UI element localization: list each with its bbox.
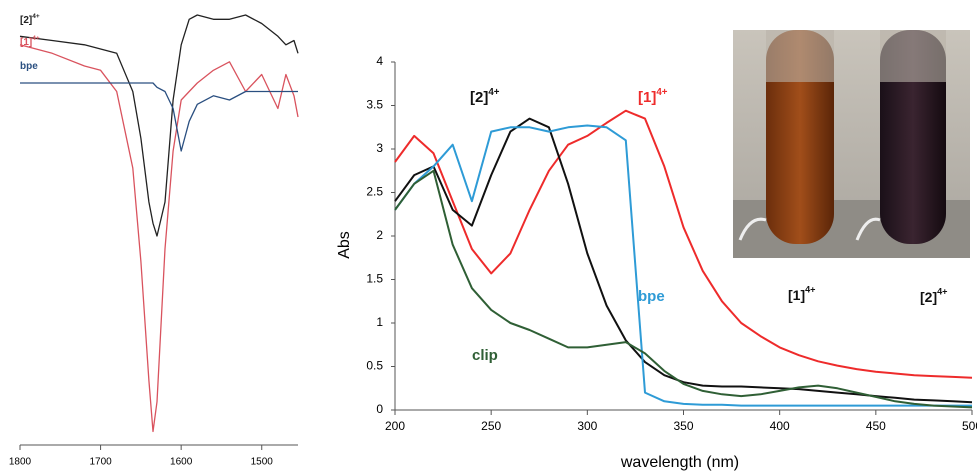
series-line <box>394 169 973 409</box>
series-label-text: bpe <box>20 61 38 72</box>
x-tick-label: 400 <box>770 419 790 433</box>
x-tick-label: 200 <box>385 419 405 433</box>
series-label-text: bpe <box>638 288 665 305</box>
y-tick-label: 3 <box>376 141 383 155</box>
y-tick-label: 2.5 <box>366 185 383 199</box>
series-label-text: [1] <box>20 37 32 48</box>
x-tick-label: 450 <box>866 419 886 433</box>
y-tick-label: 4 <box>376 54 383 68</box>
series-line <box>19 44 299 433</box>
x-tick-label: 500 <box>962 419 977 433</box>
series-label: [2]4+ <box>470 87 500 106</box>
series-label-sup: 4+ <box>656 87 667 98</box>
photo-label: [2]4+ <box>920 287 948 305</box>
x-tick-label: 1600 <box>170 457 193 468</box>
series-label: bpe <box>638 288 665 305</box>
series-label: bpe <box>20 61 38 72</box>
series-line <box>394 109 973 379</box>
photo-label-sup: 4+ <box>805 285 815 295</box>
series-label: [2]4+ <box>20 13 40 26</box>
y-tick-label: 1 <box>376 315 383 329</box>
y-tick-label: 3.5 <box>366 98 383 112</box>
x-tick-label: 1700 <box>89 457 112 468</box>
y-tick-label: 1.5 <box>366 272 383 286</box>
x-tick-label: 300 <box>577 419 597 433</box>
y-tick-label: 0 <box>376 402 383 416</box>
series-line <box>19 14 299 237</box>
series-label-sup: 4+ <box>488 87 499 98</box>
series-label-sup: 4+ <box>32 13 40 20</box>
series-label: clip <box>472 347 498 364</box>
series-label: [1]4+ <box>638 87 668 106</box>
series-label-text: clip <box>472 347 498 364</box>
y-axis-label: Abs <box>336 231 353 259</box>
series-line <box>394 124 972 407</box>
x-tick-label: 1500 <box>251 457 274 468</box>
photo-label: [1]4+ <box>788 285 816 303</box>
photo-label-text: [1] <box>788 287 805 303</box>
series-label-text: [1] <box>638 89 656 106</box>
photo-label-sup: 4+ <box>937 287 947 297</box>
series-label-text: [2] <box>470 89 488 106</box>
photo-label-text: [2] <box>920 289 937 305</box>
series-label-sup: 4+ <box>32 35 40 42</box>
x-tick-label: 250 <box>481 419 501 433</box>
series-line <box>20 82 298 152</box>
x-axis-label: wavelength (nm) <box>620 454 739 471</box>
series-label-text: [2] <box>20 15 32 26</box>
photo <box>733 30 970 258</box>
series-label: [1]4+ <box>20 35 40 48</box>
y-tick-label: 0.5 <box>366 359 383 373</box>
x-tick-label: 1800 <box>9 457 32 468</box>
y-tick-label: 2 <box>376 228 383 242</box>
x-tick-label: 350 <box>673 419 693 433</box>
